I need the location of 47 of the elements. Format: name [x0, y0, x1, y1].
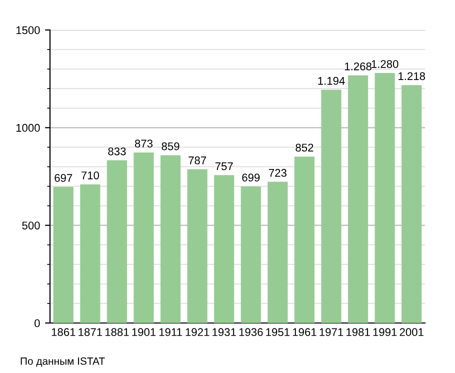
- y-tick-label: 1000: [16, 124, 40, 132]
- x-tick-label: 1971: [320, 328, 344, 336]
- bar: [402, 85, 422, 323]
- data-label: 1.280: [372, 60, 398, 68]
- x-tick-label: 1991: [373, 328, 397, 336]
- data-label: 787: [188, 156, 206, 164]
- y-tick-label: 1500: [16, 26, 40, 34]
- bar: [106, 160, 128, 323]
- x-tick-label: 1921: [186, 328, 210, 336]
- x-tick-label: 1961: [292, 328, 316, 336]
- bar: [321, 90, 342, 323]
- bar: [240, 186, 261, 323]
- data-label: 873: [134, 140, 153, 148]
- x-tick-label: 1931: [212, 328, 236, 336]
- x-tick-label: 1901: [132, 328, 156, 336]
- x-tick-label: 1881: [105, 328, 129, 336]
- x-tick-label: 2001: [400, 328, 424, 336]
- bar: [160, 155, 181, 323]
- bar: [134, 152, 154, 323]
- bar: [374, 72, 395, 323]
- x-tick-label: 1871: [78, 328, 102, 336]
- x-tick-label: 1861: [52, 328, 76, 336]
- x-tick-label: 1911: [159, 328, 182, 336]
- y-tick-label: 500: [22, 222, 40, 230]
- x-tick-label: 1951: [266, 328, 290, 336]
- data-label: 859: [162, 142, 180, 150]
- data-label: 1.268: [344, 62, 372, 70]
- data-label: 710: [81, 171, 100, 180]
- data-label: 852: [296, 144, 314, 152]
- bar: [53, 186, 74, 323]
- x-tick-label: 1981: [346, 328, 370, 336]
- bar: [214, 175, 234, 323]
- bar: [348, 75, 368, 323]
- text: По данным ISTAT: [20, 357, 105, 367]
- data-label: 1.218: [398, 72, 426, 80]
- x-tick-label: 1936: [239, 328, 263, 336]
- bar: [80, 184, 100, 323]
- bar: [268, 182, 288, 323]
- data-label: 757: [215, 162, 233, 170]
- data-label: 699: [242, 174, 260, 182]
- bar: [187, 169, 208, 323]
- data-label: 697: [54, 174, 72, 182]
- bar: [294, 156, 315, 323]
- data-label: 723: [268, 168, 286, 177]
- y-tick-label: 0: [34, 319, 40, 328]
- data-label: 1.194: [318, 76, 345, 85]
- data-label: 833: [108, 147, 126, 156]
